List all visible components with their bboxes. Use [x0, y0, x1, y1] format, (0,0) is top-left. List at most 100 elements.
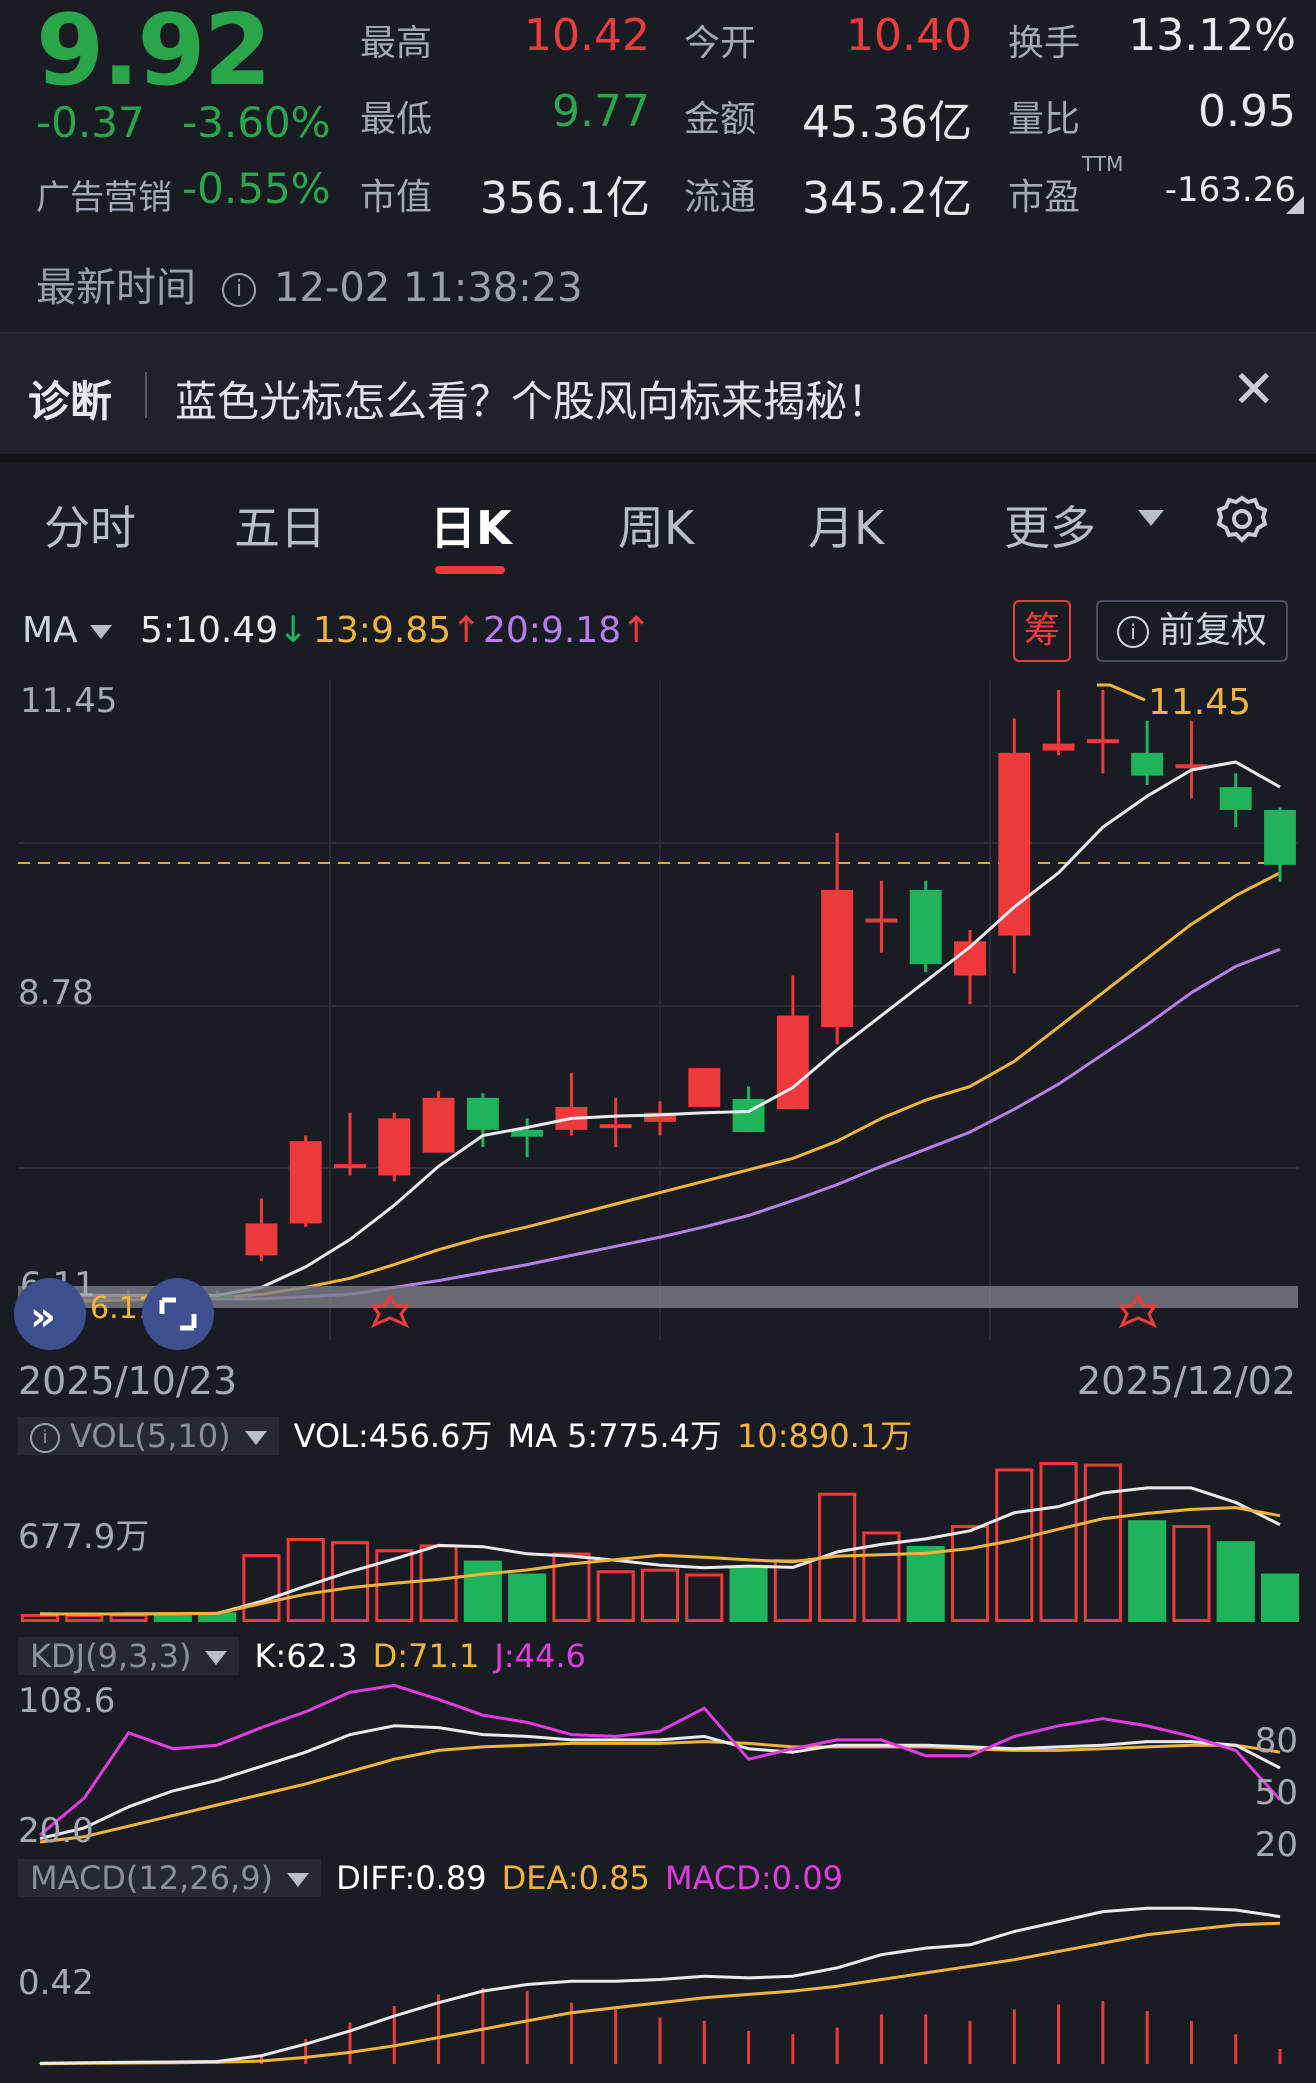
tab-monthly-k[interactable]: 月K	[808, 501, 885, 555]
volume-ma5-value: MA 5:775.4万	[507, 1417, 722, 1455]
volume-bar	[862, 1531, 901, 1623]
main-chart-bg	[18, 680, 1298, 1344]
event-marker-icon[interactable]	[1118, 1293, 1158, 1328]
last-price: 9.92	[36, 0, 272, 108]
pe-ttm-sup: TTM	[1082, 152, 1124, 176]
info-icon: i	[1116, 616, 1149, 648]
macd-indicator-selector[interactable]: MACD(12,26,9)	[18, 1859, 322, 1897]
arrow-up-icon: ↑	[621, 610, 652, 651]
volume-ma5-series	[39, 1486, 1281, 1616]
info-icon[interactable]: i	[222, 273, 256, 307]
candle-body	[1175, 764, 1208, 769]
kdj-tick-80: 80	[1255, 1721, 1298, 1761]
volume-indicator-selector[interactable]: i VOL(5,10)	[18, 1417, 279, 1455]
candle-body	[378, 1118, 411, 1176]
candle	[1131, 720, 1164, 785]
latest-time-value: 12-02 11:38:23	[274, 265, 583, 311]
latest-time-row: 最新时间 i 12-02 11:38:23	[36, 255, 583, 313]
kdj-indicator-selector[interactable]: KDJ(9,3,3)	[18, 1637, 240, 1675]
volume-bar	[153, 1613, 192, 1622]
candle	[644, 1101, 676, 1136]
kdj-j-value: J:44.6	[494, 1637, 586, 1675]
volume-ma10-series	[39, 1506, 1281, 1616]
expand-corner-icon[interactable]	[1286, 196, 1304, 214]
date-axis-start: 2025/10/23	[18, 1359, 237, 1403]
range-scrollbar[interactable]	[18, 1286, 1298, 1308]
diagnosis-text[interactable]: 蓝色光标怎么看？个股风向标来揭秘！	[175, 377, 890, 426]
volume-ma10-line	[39, 1506, 1281, 1616]
kdj-j-line	[39, 1683, 1282, 1837]
macd-dea-value: DEA:0.85	[501, 1859, 650, 1897]
candle-body	[909, 889, 942, 965]
tab-five-day[interactable]: 五日	[234, 501, 326, 555]
kdj-series	[39, 1683, 1282, 1844]
gear-icon[interactable]	[1215, 492, 1269, 546]
candle	[1042, 690, 1075, 756]
tab-more[interactable]: 更多	[1004, 501, 1096, 555]
scroll-back-button[interactable]: »	[14, 1278, 86, 1350]
chevron-down-icon[interactable]	[1138, 510, 1164, 526]
candle-body	[1131, 752, 1164, 776]
adjust-button[interactable]: i 前复权	[1096, 600, 1288, 662]
arrow-down-icon: ↓	[278, 610, 309, 651]
volume-ma10-value: 10:890.1万	[737, 1417, 913, 1455]
candle	[998, 718, 1031, 974]
candle-body	[821, 889, 854, 1027]
volume-bar	[995, 1468, 1034, 1622]
candle	[821, 832, 854, 1045]
ma-selector[interactable]: MA	[22, 610, 126, 651]
ma-caret-icon[interactable]	[89, 625, 112, 639]
expand-chart-button[interactable]	[142, 1278, 214, 1350]
sector-change-pct[interactable]: -0.55%	[182, 164, 331, 213]
volume-ratio-value: 0.95	[1198, 86, 1296, 137]
amount-label: 金额	[684, 99, 757, 140]
candle-body	[245, 1223, 278, 1256]
tab-daily-k[interactable]: 日K	[430, 501, 512, 555]
volume-bar	[419, 1544, 458, 1622]
chevron-down-icon	[205, 1651, 228, 1665]
macd-axis-label: 0.42	[18, 1963, 94, 2003]
low-label: 最低	[360, 99, 433, 140]
tab-weekly-k[interactable]: 周K	[618, 501, 695, 555]
close-icon[interactable]: ✕	[1232, 360, 1276, 420]
kdj-tick-50: 50	[1255, 1773, 1298, 1813]
adjust-label: 前复权	[1158, 610, 1267, 651]
diagnosis-banner[interactable]: 诊断 蓝色光标怎么看？个股风向标来揭秘！ ✕	[0, 332, 1316, 456]
date-axis-end: 2025/12/02	[1077, 1359, 1296, 1403]
chevron-down-icon	[244, 1431, 267, 1445]
chevron-down-icon	[287, 1873, 310, 1887]
fullscreen-icon	[159, 1297, 197, 1331]
candle-body	[1042, 743, 1075, 751]
event-marker-icon[interactable]	[370, 1293, 410, 1328]
candle	[688, 1068, 721, 1107]
kdj-tick-20: 20	[1255, 1825, 1298, 1865]
macd-dea-line	[39, 1921, 1281, 2066]
price-change: -0.37	[36, 98, 145, 147]
float-cap-value: 345.2亿	[802, 173, 972, 224]
candle-series	[24, 690, 1296, 1300]
volume-bar	[286, 1537, 325, 1622]
ma-label: MA	[22, 610, 78, 651]
ma5-value: 5:10.49↓	[140, 610, 309, 651]
volume-bar	[1083, 1463, 1122, 1623]
kline-chart[interactable]: 11.45 8.78 6.11 11.45 6.11 » 2025/10/23 …	[0, 660, 1316, 2083]
volume-bar	[906, 1546, 945, 1622]
volume-bar	[1039, 1462, 1078, 1622]
candle-body	[466, 1097, 499, 1130]
high-value: 10.42	[524, 10, 650, 61]
tab-intraday[interactable]: 分时	[44, 501, 136, 555]
market-cap-value: 356.1亿	[480, 173, 650, 224]
candle	[378, 1112, 411, 1182]
macd-diff-line	[39, 1906, 1281, 2065]
volume-axis-label: 677.9万	[18, 1517, 149, 1557]
sector-name[interactable]: 广告营销	[36, 178, 172, 218]
kdj-indicator-header: KDJ(9,3,3) K:62.3 D:71.1 J:44.6	[18, 1630, 586, 1682]
volume-ratio-label: 量比	[1008, 99, 1081, 140]
volume-indicator-header: i VOL(5,10) VOL:456.6万 MA 5:775.4万 10:890…	[18, 1410, 912, 1462]
volume-bar	[20, 1613, 60, 1622]
candle	[599, 1097, 632, 1147]
info-icon: i	[30, 1423, 60, 1453]
volume-bar	[552, 1552, 591, 1622]
diagnosis-title: 诊断	[28, 377, 113, 426]
chip-distribution-button[interactable]: 筹	[1013, 600, 1071, 662]
